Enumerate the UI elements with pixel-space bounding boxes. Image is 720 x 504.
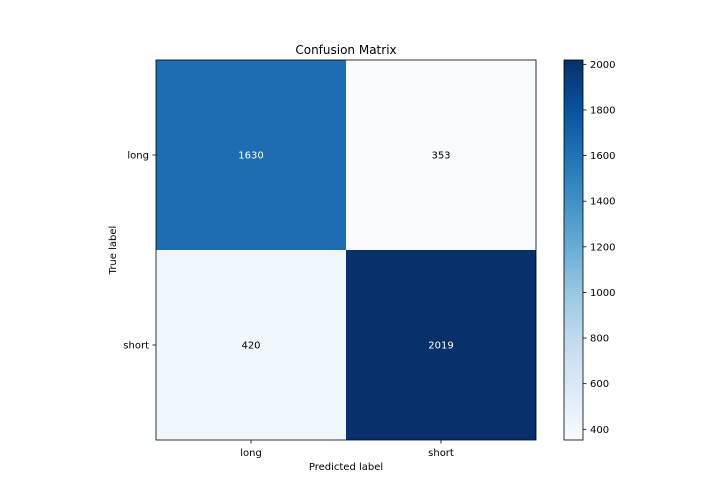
- colorbar-tick-label: 1800: [590, 105, 615, 116]
- plot-frame: [155, 59, 537, 441]
- colorbar-tick-label: 1400: [590, 197, 615, 208]
- colorbar-ticks: 400 600 800 1000 1200 1400 1600 1800 2000: [583, 60, 615, 436]
- colorbar-tick-label: 800: [590, 334, 609, 345]
- x-tick-label: long: [240, 448, 262, 459]
- x-axis-ticks: long short: [240, 440, 454, 459]
- cell-value-label: 2019: [428, 341, 453, 352]
- chart-title: Confusion Matrix: [295, 43, 396, 57]
- y-axis-label: True label: [108, 226, 119, 276]
- colorbar-tick-label: 1600: [590, 151, 615, 162]
- colorbar-tick-label: 1200: [590, 242, 615, 253]
- cell-value-label: 1630: [238, 151, 263, 162]
- colorbar-tick-label: 400: [590, 425, 609, 436]
- x-axis-label: Predicted label: [309, 462, 383, 473]
- matrix-cells: [156, 60, 536, 440]
- cell-value-label: 353: [431, 151, 450, 162]
- colorbar-tick-label: 1000: [590, 288, 615, 299]
- matrix-cell-long-short: [346, 60, 536, 250]
- colorbar-tick-label: 600: [590, 379, 609, 390]
- colorbar: [563, 59, 584, 441]
- y-tick-label: short: [123, 341, 149, 352]
- colorbar-tick-label: 2000: [590, 60, 615, 71]
- cell-value-label: 420: [241, 341, 260, 352]
- matrix-cell-short-long: [156, 250, 346, 440]
- x-tick-label: short: [428, 448, 454, 459]
- matrix-cell-long-long: [156, 60, 346, 250]
- y-axis-ticks: long short: [123, 151, 156, 352]
- y-tick-label: long: [127, 151, 149, 162]
- matrix-cell-short-short: [346, 250, 536, 440]
- matrix-cell-labels: 1630 353 420 2019: [238, 151, 453, 352]
